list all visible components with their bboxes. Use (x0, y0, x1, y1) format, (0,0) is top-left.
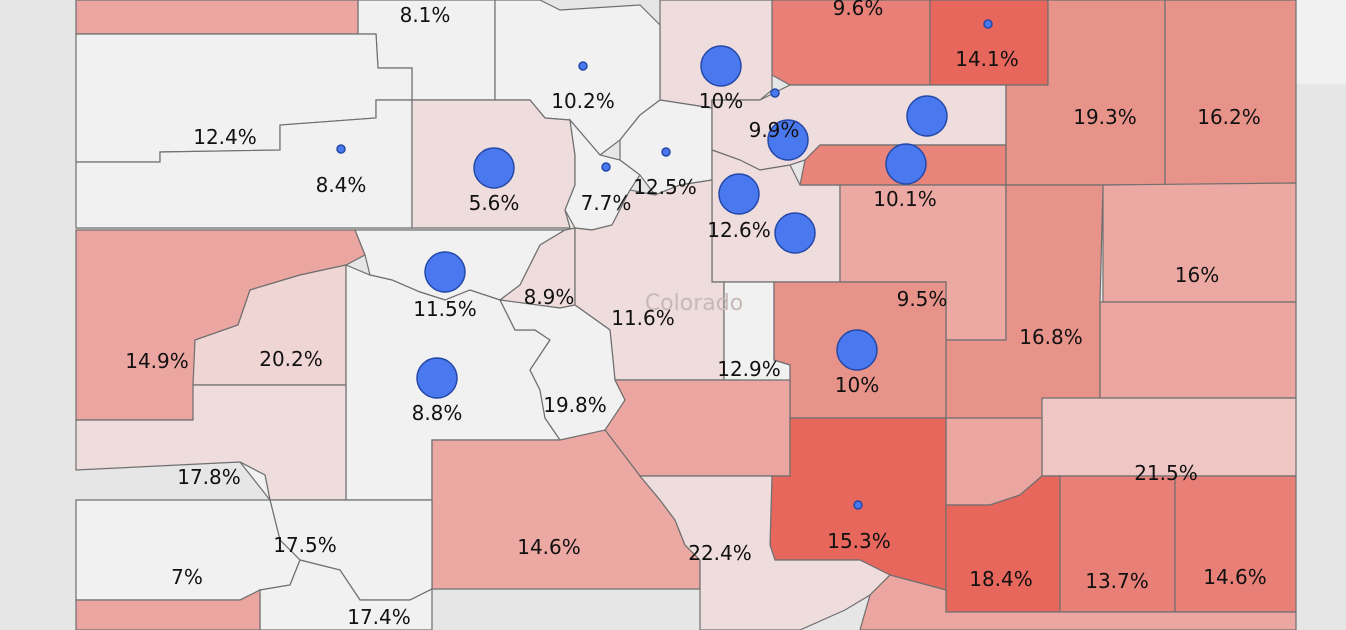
county-value-label: 9.9% (749, 118, 800, 142)
county-region[interactable] (859, 574, 1297, 630)
county-value-label: 14.1% (955, 47, 1019, 71)
county-value-label: 7.7% (581, 191, 632, 215)
county-value-label: 8.4% (316, 173, 367, 197)
county-value-label: 11.6% (611, 306, 675, 330)
county-value-label: 14.6% (1203, 565, 1267, 589)
city-bubble[interactable] (906, 95, 948, 137)
county-region[interactable] (1099, 301, 1297, 399)
county-region[interactable] (1164, 0, 1297, 186)
city-bubble[interactable] (853, 500, 863, 510)
county-value-label: 17.8% (177, 465, 241, 489)
city-bubble[interactable] (661, 147, 671, 157)
neighbor-state-area (1296, 0, 1346, 84)
population-bubbles (336, 19, 993, 510)
county-value-label: 20.2% (259, 347, 323, 371)
county-region[interactable] (604, 379, 791, 477)
county-value-label: 5.6% (469, 191, 520, 215)
county-value-label: 19.3% (1073, 105, 1137, 129)
county-value-label: 8.9% (524, 285, 575, 309)
county-value-label: 22.4% (688, 541, 752, 565)
county-value-label: 9.5% (897, 287, 948, 311)
city-bubble[interactable] (336, 144, 346, 154)
county-value-label: 19.8% (543, 393, 607, 417)
city-bubble[interactable] (770, 88, 780, 98)
county-value-label: 18.4% (969, 567, 1033, 591)
county-value-label: 16.2% (1197, 105, 1261, 129)
city-bubble[interactable] (718, 173, 760, 215)
county-value-label: 14.9% (125, 349, 189, 373)
city-bubble[interactable] (473, 147, 515, 189)
county-value-label: 10% (835, 373, 879, 397)
county-value-label: 17.4% (347, 605, 411, 629)
county-value-label: 8.8% (412, 401, 463, 425)
county-region[interactable] (75, 99, 413, 229)
county-value-label: 9.6% (833, 0, 884, 20)
county-value-label: 16% (1175, 263, 1219, 287)
county-value-label: 12.9% (717, 357, 781, 381)
county-region[interactable] (929, 0, 1049, 86)
county-value-label: 12.4% (193, 125, 257, 149)
city-bubble[interactable] (836, 329, 878, 371)
county-value-label: 21.5% (1134, 461, 1198, 485)
county-region[interactable] (638, 475, 892, 630)
city-bubble[interactable] (700, 45, 742, 87)
county-value-label: 15.3% (827, 529, 891, 553)
city-bubble[interactable] (885, 143, 927, 185)
county-value-label: 12.6% (707, 218, 771, 242)
county-value-label: 12.5% (633, 175, 697, 199)
county-region[interactable] (75, 589, 261, 630)
county-region[interactable] (1174, 475, 1297, 613)
city-bubble[interactable] (774, 212, 816, 254)
city-bubble[interactable] (767, 119, 809, 161)
county-value-label: 17.5% (273, 533, 337, 557)
county-value-label: 13.7% (1085, 569, 1149, 593)
city-bubble[interactable] (578, 61, 588, 71)
city-bubble[interactable] (601, 162, 611, 172)
county-value-label: 11.5% (413, 297, 477, 321)
city-bubble[interactable] (983, 19, 993, 29)
city-bubble[interactable] (416, 357, 458, 399)
county-value-label: 10.1% (873, 187, 937, 211)
state-label: Colorado (645, 291, 743, 316)
city-bubble[interactable] (424, 251, 466, 293)
county-value-label: 16.8% (1019, 325, 1083, 349)
county-value-label: 7% (171, 565, 203, 589)
county-value-label: 10% (699, 89, 743, 113)
county-value-label: 14.6% (517, 535, 581, 559)
county-value-label: 10.2% (551, 89, 615, 113)
county-region[interactable] (75, 0, 359, 35)
county-value-label: 8.1% (400, 3, 451, 27)
